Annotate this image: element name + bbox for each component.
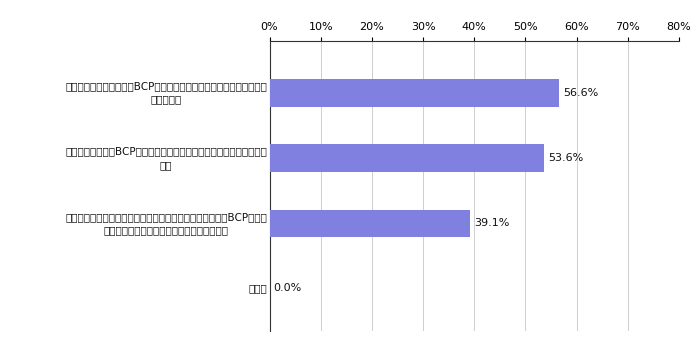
Text: 近隣地域内企業と共同でBCPを策定（策定ノウハウ不足や資金面等の
負荷軽減）: 近隣地域内企業と共同でBCPを策定（策定ノウハウ不足や資金面等の 負荷軽減） — [65, 81, 267, 105]
Text: 密接な取引関係のある企業（調達先や納入先等）と共同でBCPを策定
（策定ノウハウ不足や資金面等の負荷軽減）: 密接な取引関係のある企業（調達先や納入先等）と共同でBCPを策定 （策定ノウハウ… — [65, 212, 267, 235]
Bar — [270, 145, 544, 172]
Text: その他: その他 — [248, 283, 267, 294]
Bar — [270, 79, 559, 107]
Text: 0.0%: 0.0% — [274, 283, 302, 294]
Text: 56.6%: 56.6% — [564, 88, 598, 98]
Text: 53.6%: 53.6% — [548, 153, 583, 163]
Bar — [270, 210, 470, 237]
Text: 39.1%: 39.1% — [474, 218, 509, 228]
Text: 同業他社と共同でBCPを策定（策定ノウハウ不足や資金面等の負荷軽
減）: 同業他社と共同でBCPを策定（策定ノウハウ不足や資金面等の負荷軽 減） — [65, 147, 267, 170]
